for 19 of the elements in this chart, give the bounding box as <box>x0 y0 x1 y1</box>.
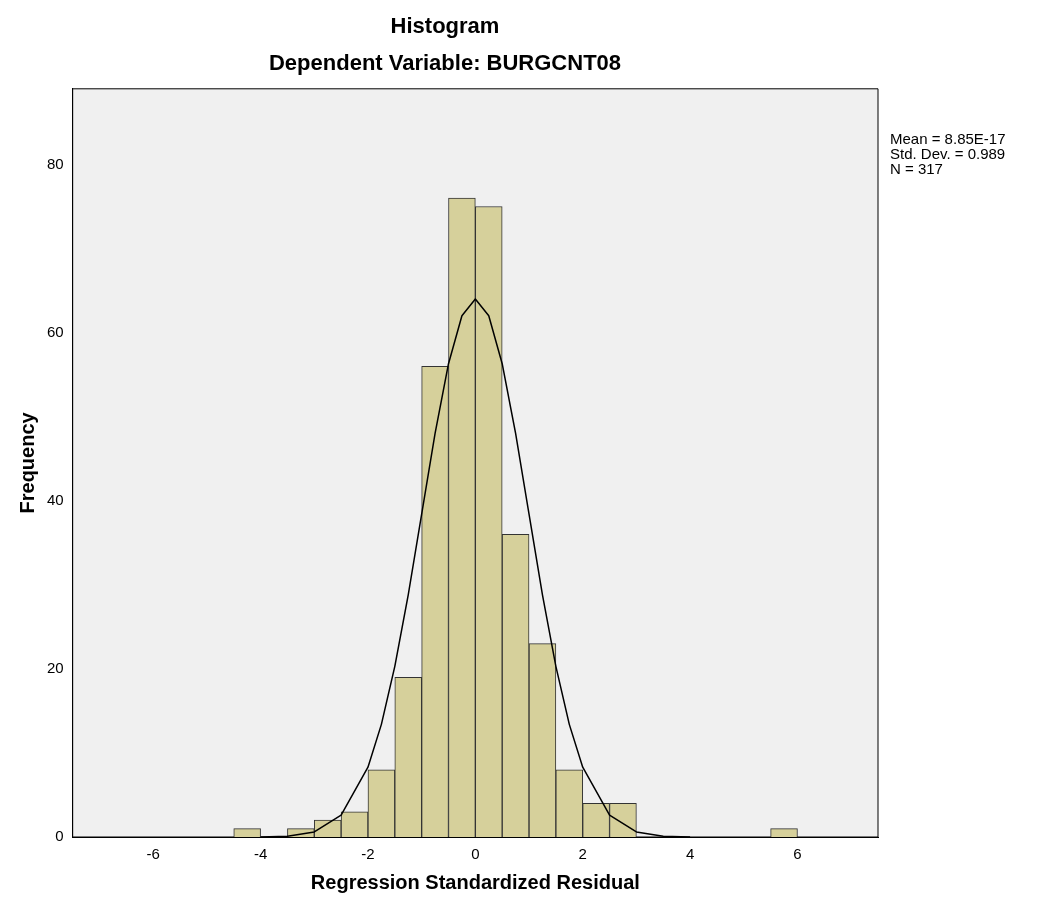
y-tick-label: 40 <box>47 490 64 508</box>
chart-title: Histogram <box>390 13 500 39</box>
y-tick-label: 60 <box>47 322 64 340</box>
y-tick-label: 20 <box>47 659 64 677</box>
y-tick-label: 0 <box>55 827 64 845</box>
x-tick-label: 6 <box>793 845 802 863</box>
x-tick-label: 0 <box>471 845 480 863</box>
text: Mean = 8.85E-17 <box>890 130 1006 148</box>
text: N = 317 <box>890 160 943 178</box>
y-axis-title: Frequency <box>15 411 38 514</box>
y-tick-label: 80 <box>47 154 64 172</box>
chart-subtitle: Dependent Variable: BURGCNT08 <box>268 49 622 75</box>
x-tick-label: -2 <box>361 845 375 863</box>
x-tick-label: 2 <box>578 845 587 863</box>
x-axis-title: Regression Standardized Residual <box>310 870 640 893</box>
x-tick-label: -6 <box>146 845 160 863</box>
text: Std. Dev. = 0.989 <box>890 145 1006 163</box>
x-tick-label: -4 <box>253 845 268 863</box>
x-tick-label: 4 <box>685 845 695 863</box>
